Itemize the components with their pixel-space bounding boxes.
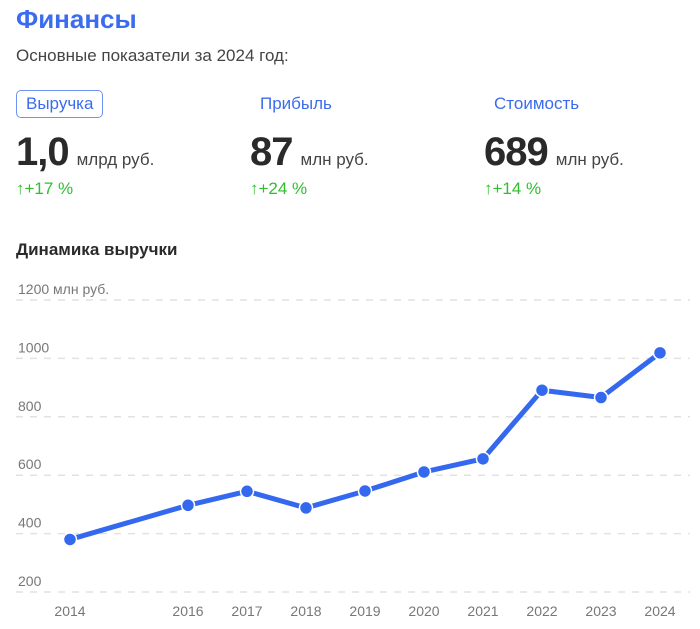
arrow-up-icon: ↑ <box>16 179 25 198</box>
x-tick-label: 2019 <box>349 603 380 619</box>
page-subtitle: Основные показатели за 2024 год: <box>16 46 289 65</box>
x-tick-label: 2021 <box>467 603 498 619</box>
x-tick-label: 2024 <box>644 603 675 619</box>
data-point <box>62 532 78 547</box>
revenue-chart: 200 400 600 800 1000 1200 млн руб. 2014 2016 201… <box>16 281 690 619</box>
metric-value: 1,0 <box>16 130 70 174</box>
metric-unit: млн руб. <box>300 150 369 169</box>
arrow-up-icon: ↑ <box>250 179 259 198</box>
data-point <box>239 484 255 499</box>
y-tick-label: 1000 <box>18 339 49 355</box>
y-tick-label: 1200 млн руб. <box>18 281 109 297</box>
metric-change: +17 % <box>24 179 74 198</box>
metric-change: +24 % <box>258 179 308 198</box>
metric-value: 87 <box>250 130 293 174</box>
y-tick-label: 600 <box>18 456 42 472</box>
x-tick-label: 2014 <box>54 603 85 619</box>
data-point <box>416 464 432 480</box>
x-tick-label: 2017 <box>231 603 262 619</box>
metric-unit: млрд руб. <box>76 150 155 169</box>
data-point <box>534 382 550 398</box>
metric-revenue: Выручка 1,0 млрд руб. ↑+17 % <box>16 90 154 199</box>
y-tick-label: 800 <box>18 398 42 414</box>
x-tick-label: 2023 <box>585 603 616 619</box>
tab-cost[interactable]: Стоимость <box>494 94 580 113</box>
x-tick-label: 2020 <box>408 603 439 619</box>
y-tick-label: 400 <box>18 515 42 531</box>
tab-profit[interactable]: Прибыль <box>260 94 332 113</box>
arrow-up-icon: ↑ <box>484 179 493 198</box>
metric-profit: Прибыль 87 млн руб. ↑+24 % <box>250 90 369 199</box>
data-point <box>652 345 668 361</box>
data-point <box>180 498 196 513</box>
tab-revenue[interactable]: Выручка <box>16 90 104 118</box>
data-point <box>593 390 609 405</box>
metric-value-cost: Стоимость 689 млн руб. ↑+14 % <box>484 90 624 199</box>
x-tick-label: 2016 <box>172 603 203 619</box>
data-point <box>357 483 373 499</box>
page-title: Финансы <box>16 4 137 34</box>
x-tick-label: 2022 <box>526 603 557 619</box>
metric-change: +14 % <box>492 179 542 198</box>
x-tick-label: 2018 <box>290 603 321 619</box>
series-line <box>67 350 663 542</box>
metric-value: 689 <box>484 130 549 174</box>
y-tick-label: 200 <box>18 573 42 589</box>
chart-title: Динамика выручки <box>16 240 178 259</box>
data-point <box>475 451 491 467</box>
data-point <box>298 500 314 516</box>
metric-unit: млн руб. <box>555 150 624 169</box>
